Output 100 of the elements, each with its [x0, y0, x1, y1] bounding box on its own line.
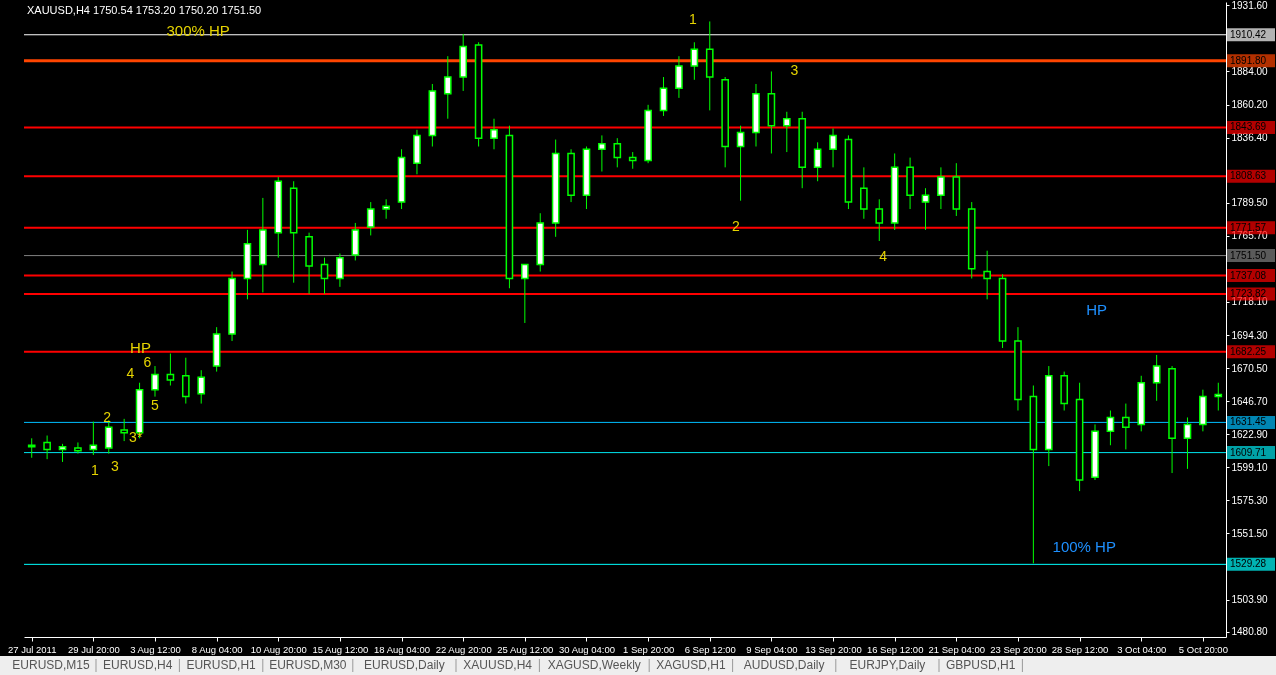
x-tick-label: 15 Aug 12:00 [312, 643, 369, 655]
annotation: 2 [103, 409, 112, 426]
ref-line-label: 1891.80 [1230, 54, 1267, 66]
annotation: 3 [111, 457, 120, 474]
candlestick [659, 76, 668, 117]
annotation: 6 [143, 354, 152, 371]
candlestick [1183, 416, 1192, 470]
x-tick-label: 5 Oct 20:00 [1178, 643, 1228, 655]
annotation: 3 [790, 62, 799, 79]
candlestick [181, 357, 190, 405]
candlestick [613, 137, 622, 168]
x-tick-label: 10 Aug 20:00 [250, 643, 307, 655]
ref-line-label: 1609.71 [1230, 446, 1267, 458]
x-tick-label: 25 Aug 12:00 [497, 643, 554, 655]
candlestick [120, 418, 128, 442]
text: XAGUSD,H1 [656, 658, 726, 672]
y-tick-label: 1622.90 [1231, 428, 1269, 440]
candlestick [921, 187, 930, 231]
y-tick-label: 1575.30 [1231, 494, 1269, 506]
x-tick-label: 27 Jul 2011 [7, 643, 57, 655]
candlestick [382, 198, 390, 220]
y-tick-label: 1789.50 [1231, 197, 1269, 209]
candlestick [675, 55, 683, 99]
ref-line-label: 1751.50 [1230, 249, 1267, 261]
candlestick [1152, 354, 1161, 402]
x-tick-label: 29 Jul 20:00 [67, 643, 120, 655]
candlestick [58, 443, 67, 463]
candlestick [336, 253, 344, 288]
y-tick-label: 1860.20 [1231, 99, 1269, 111]
ref-line-label: 1737.08 [1230, 269, 1267, 281]
annotation: 5 [151, 397, 160, 414]
candlestick [813, 141, 822, 182]
text: EURUSD,Daily [364, 658, 445, 672]
x-tick-label: 3 Aug 12:00 [130, 643, 181, 655]
text: EURJPY,Daily [849, 658, 926, 672]
candlestick [89, 421, 98, 456]
text: XAGUSD,Weekly [547, 658, 641, 672]
candlestick [521, 263, 529, 324]
candlestick [166, 353, 175, 386]
text: EURUSD,H1 [186, 658, 257, 672]
candlestick [937, 166, 945, 210]
text: EURUSD,M15 [12, 658, 90, 672]
x-tick-label: 13 Sep 20:00 [805, 643, 862, 655]
x-tick-label: 18 Aug 04:00 [374, 643, 431, 655]
ref-line-label: 1843.69 [1230, 121, 1267, 133]
candlestick [782, 111, 791, 153]
x-tick-label: 3 Oct 04:00 [1117, 643, 1167, 655]
x-tick-label: 1 Sep 20:00 [622, 643, 675, 655]
candlestick [690, 41, 699, 81]
ref-line-label: 1808.63 [1230, 170, 1267, 182]
candlestick [43, 435, 51, 460]
ref-line-label: 1910.42 [1230, 28, 1267, 40]
annotation: 4 [126, 365, 135, 382]
candlestick [490, 118, 498, 150]
candlestick [1122, 403, 1130, 450]
candlestick [27, 437, 36, 459]
candlestick [320, 257, 329, 295]
candlestick [366, 201, 375, 236]
text: GBPUSD,H1 [946, 658, 1016, 672]
annotation: 4 [879, 248, 888, 265]
chart-title: XAUUSD,H4 1750.54 1753.20 1750.20 1751.50 [27, 4, 262, 16]
x-tick-label: 23 Sep 20:00 [990, 643, 1047, 655]
x-tick-label: 28 Sep 12:00 [1051, 643, 1109, 655]
candlestick [983, 250, 991, 300]
x-tick-label: 16 Sep 12:00 [866, 643, 924, 655]
ref-line-label: 1529.28 [1230, 558, 1267, 570]
x-tick-label: 8 Aug 04:00 [191, 643, 243, 655]
y-tick-label: 1599.10 [1231, 461, 1269, 473]
candlestick [829, 127, 837, 168]
y-tick-label: 1646.70 [1231, 395, 1269, 407]
y-tick-label: 1480.80 [1231, 626, 1269, 638]
annotation: HP [1086, 301, 1107, 319]
candlestick [74, 441, 82, 455]
y-tick-label: 1503.90 [1231, 594, 1269, 606]
y-tick-label: 1931.60 [1231, 0, 1269, 11]
y-tick-label: 1551.50 [1231, 527, 1269, 539]
candlestick [875, 198, 884, 242]
annotation: 1 [90, 461, 99, 478]
text: XAUUSD,H4 [463, 658, 533, 672]
candlestick [151, 365, 159, 398]
text: EURUSD,H4 [103, 658, 173, 672]
candlestick [443, 55, 452, 120]
y-tick-label: 1670.50 [1231, 362, 1269, 374]
candlestick [736, 125, 745, 202]
candlestick [860, 166, 868, 220]
annotation: 1 [688, 11, 697, 28]
y-tick-label: 1884.00 [1231, 65, 1269, 77]
text: EURUSD,M30 [269, 658, 347, 672]
x-tick-label: 21 Sep 04:00 [928, 643, 986, 655]
ref-line-label: 1631.45 [1230, 416, 1267, 428]
x-tick-label: 9 Sep 04:00 [746, 643, 798, 655]
y-tick-label: 1694.30 [1231, 329, 1269, 341]
ref-line-label: 1682.25 [1230, 345, 1267, 357]
candlestick [1214, 382, 1223, 412]
candlestick [1106, 410, 1115, 446]
x-tick-label: 22 Aug 20:00 [435, 643, 492, 655]
ref-line-label: 1771.57 [1230, 221, 1267, 233]
y-tick-label: 1836.40 [1231, 132, 1269, 144]
x-tick-label: 6 Sep 12:00 [684, 643, 736, 655]
annotation: 3* [129, 429, 143, 446]
